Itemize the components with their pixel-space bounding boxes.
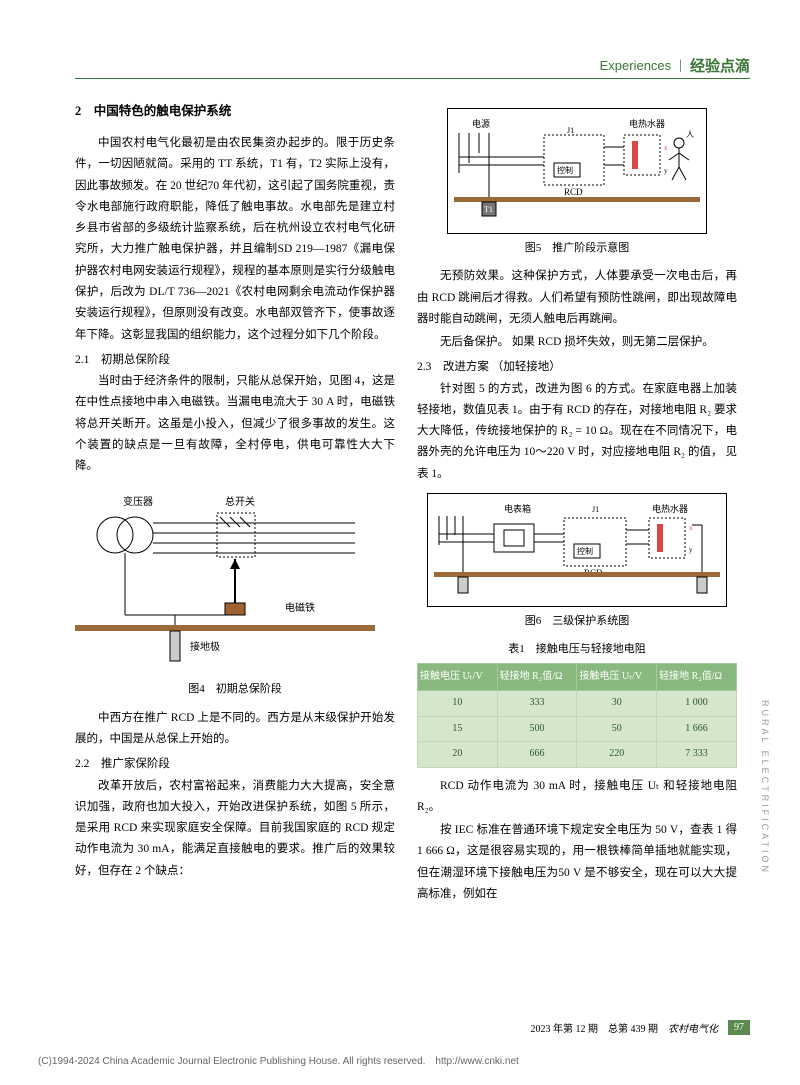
table-row: 20 666 220 7 333 bbox=[418, 742, 737, 768]
fig6-label-meter: 电表箱 bbox=[504, 503, 531, 514]
fig4-label-transformer: 变压器 bbox=[123, 495, 153, 508]
th-0: 接触电压 Uₜ/V bbox=[418, 663, 498, 691]
figure-6-svg: 电表箱 J1 电热水器 bbox=[434, 500, 720, 600]
fig5-label-t1: T1 bbox=[484, 205, 493, 214]
table-row: 15 500 50 1 666 bbox=[418, 716, 737, 742]
svg-text:y: y bbox=[689, 546, 693, 554]
column-left: 2 中国特色的触电保护系统 中国农村电气化最初是由农民集资办起步的。限于历史条件… bbox=[75, 100, 395, 907]
figure-5: 电源 电热水器 J1 控制 bbox=[417, 108, 737, 258]
section-2-title: 2 中国特色的触电保护系统 bbox=[75, 100, 395, 123]
para-2-2: 改革开放后，农村富裕起来，消费能力大大提高，安全意识加强，政府也加大投入，开始改… bbox=[75, 776, 395, 882]
svg-text:y: y bbox=[664, 167, 668, 175]
para-after-table-1: RCD 动作电流为 30 mA 时，接触电压 Uₜ 和轻接地电阻 R₂。 bbox=[417, 776, 737, 819]
para-after-fig4: 中西方在推广 RCD 上是不同的。西方是从末级保护开始发展的，中国是从总保上开始… bbox=[75, 708, 395, 751]
figure-4: 变压器 总开关 bbox=[75, 485, 395, 699]
figure-5-svg: 电源 电热水器 J1 控制 bbox=[454, 115, 700, 227]
svg-text:x: x bbox=[664, 144, 668, 152]
footer-issue: 2023 年第 12 期 总第 439 期 bbox=[531, 1020, 659, 1035]
para-after-table-2: 按 IEC 标准在普通环境下规定安全电压为 50 V，查表 1 得 1 666 … bbox=[417, 820, 737, 905]
fig6-label-control: 控制 bbox=[577, 546, 593, 556]
fig6-label-heater: 电热水器 bbox=[652, 503, 688, 514]
footer-journal: 农村电气化 bbox=[668, 1020, 718, 1035]
header-cn: 经验点滴 bbox=[690, 55, 750, 76]
header-en: Experiences bbox=[600, 58, 672, 73]
figure-6-caption: 图6 三级保护系统图 bbox=[417, 611, 737, 631]
fig5-label-heater: 电热水器 bbox=[629, 118, 665, 129]
copyright-line: (C)1994-2024 China Academic Journal Elec… bbox=[38, 1052, 519, 1067]
side-journal-en: RURAL ELECTRIFICATION bbox=[760, 700, 770, 875]
table-row: 10 333 30 1 000 bbox=[418, 691, 737, 717]
section-2-1-title: 2.1 初期总保阶段 bbox=[75, 350, 395, 371]
header-divider: | bbox=[679, 58, 682, 74]
fig5-label-rcd: RCD bbox=[564, 187, 583, 197]
para-right-2: 无后备保护。 如果 RCD 损坏失效，则无第二层保护。 bbox=[417, 332, 737, 353]
page-header: Experiences | 经验点滴 bbox=[600, 55, 750, 76]
column-right: 电源 电热水器 J1 控制 bbox=[417, 100, 737, 907]
figure-6: 电表箱 J1 电热水器 bbox=[417, 493, 737, 631]
figure-5-caption: 图5 推广阶段示意图 bbox=[417, 238, 737, 258]
th-3: 轻接地 R₂值/Ω bbox=[657, 663, 737, 691]
fig5-label-control: 控制 bbox=[557, 165, 573, 175]
page-footer: 2023 年第 12 期 总第 439 期 农村电气化 97 bbox=[75, 1020, 750, 1035]
table-1: 接触电压 Uₜ/V 轻接地 R₂值/Ω 接触电压 Uₜ/V 轻接地 R₂值/Ω … bbox=[417, 663, 737, 768]
section-2-2-title: 2.2 推广家保阶段 bbox=[75, 754, 395, 775]
fig5-label-source: 电源 bbox=[472, 118, 490, 129]
para-2-1: 当时由于经济条件的限制，只能从总保开始，见图 4，这是在中性点接地中串入电磁铁。… bbox=[75, 371, 395, 477]
section-2-3-title: 2.3 改进方案 （加轻接地） bbox=[417, 357, 737, 378]
header-rule bbox=[75, 78, 750, 79]
para-right-1: 无预防效果。这种保护方式，人体要承受一次电击后，再由 RCD 跳闸后才得救。人们… bbox=[417, 266, 737, 330]
figure-4-caption: 图4 初期总保阶段 bbox=[75, 679, 395, 699]
fig5-label-j1: J1 bbox=[567, 126, 574, 135]
page-number: 97 bbox=[728, 1020, 750, 1035]
fig4-label-switch: 总开关 bbox=[225, 495, 255, 508]
para-2-3: 针对图 5 的方式，改进为图 6 的方式。在家庭电器上加装轻接地，数值见表 1。… bbox=[417, 379, 737, 485]
table-header-row: 接触电压 Uₜ/V 轻接地 R₂值/Ω 接触电压 Uₜ/V 轻接地 R₂值/Ω bbox=[418, 663, 737, 691]
content-columns: 2 中国特色的触电保护系统 中国农村电气化最初是由农民集资办起步的。限于历史条件… bbox=[75, 100, 750, 907]
fig6-label-j1: J1 bbox=[592, 505, 599, 514]
figure-4-svg: 变压器 总开关 bbox=[75, 485, 375, 675]
th-2: 接触电压 Uₜ/V bbox=[577, 663, 657, 691]
fig4-label-magnet: 电磁铁 bbox=[285, 601, 315, 614]
table-1-caption: 表1 接触电压与轻接地电阻 bbox=[417, 639, 737, 659]
fig5-label-person: 人 bbox=[686, 130, 694, 139]
th-1: 轻接地 R₂值/Ω bbox=[497, 663, 577, 691]
para-intro: 中国农村电气化最初是由农民集资办起步的。限于历史条件，一切因陋就简。采用的 TT… bbox=[75, 133, 395, 346]
fig4-label-ground: 接地极 bbox=[190, 640, 220, 653]
